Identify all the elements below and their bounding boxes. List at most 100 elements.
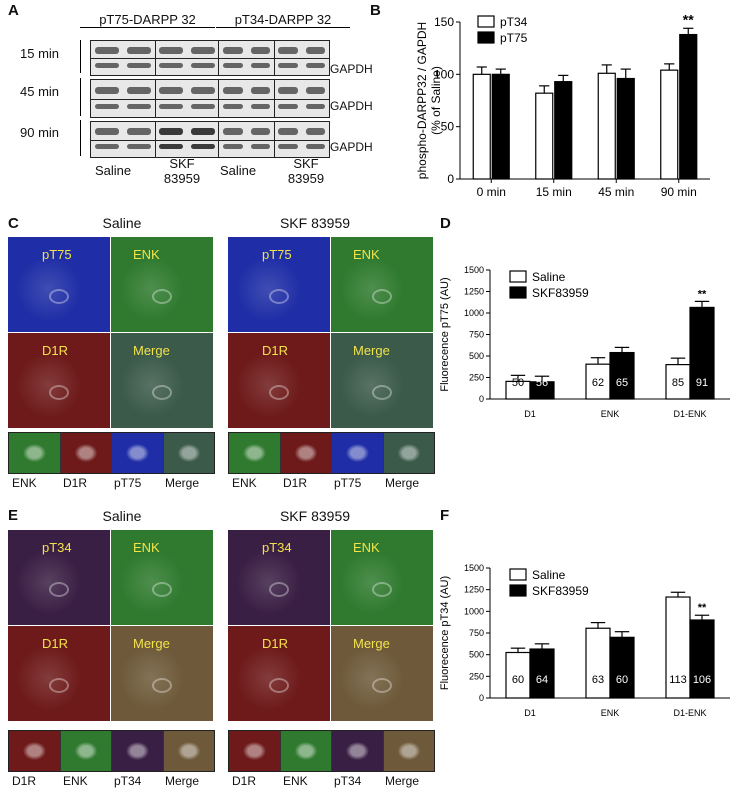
y-tick-label: 50 bbox=[441, 120, 455, 134]
neuron-cell bbox=[151, 582, 172, 598]
inset-cell bbox=[332, 731, 384, 771]
inset-cell bbox=[280, 433, 332, 473]
neuron-cell bbox=[151, 678, 172, 694]
bar-pt34-45-min bbox=[597, 72, 616, 180]
neuron-cell bbox=[371, 289, 392, 305]
n-label: 56 bbox=[536, 377, 548, 389]
inset-label: Merge bbox=[385, 774, 420, 788]
neuron-cell bbox=[48, 582, 69, 598]
inset-label: D1R bbox=[63, 476, 88, 490]
micrograph-d1r-saline: D1R bbox=[8, 626, 110, 721]
inset-cell bbox=[383, 433, 434, 473]
blot-divider bbox=[155, 122, 156, 157]
blot-band bbox=[305, 128, 325, 136]
x-tick-label: D1 bbox=[524, 409, 536, 419]
micrograph-d1r-skf: D1R bbox=[228, 333, 330, 428]
micrograph-label: pT75 bbox=[42, 247, 72, 262]
panel-c-letter: C bbox=[8, 215, 19, 232]
micrograph-merge-saline: Merge bbox=[111, 333, 213, 428]
y-tick-label: 100 bbox=[434, 67, 454, 81]
time-label-15: 15 min bbox=[20, 46, 60, 61]
blot-band bbox=[127, 103, 151, 109]
n-label: 85 bbox=[672, 377, 684, 389]
micrograph-d1r-saline: D1R bbox=[8, 333, 110, 428]
micrograph-pt34-skf: pT34 bbox=[228, 530, 330, 625]
blot-band bbox=[278, 62, 298, 68]
x-tick-label: 45 min bbox=[598, 185, 634, 199]
inset-label: ENK bbox=[232, 476, 257, 490]
time-label-45: 45 min bbox=[20, 84, 60, 99]
y-tick-label: 500 bbox=[469, 650, 484, 660]
n-label: 91 bbox=[696, 377, 708, 389]
blot-band bbox=[191, 128, 215, 136]
neuron-cell bbox=[268, 582, 289, 598]
neuron-cell bbox=[268, 289, 289, 305]
bar-pt75-0-min bbox=[491, 73, 510, 180]
inset-label: Merge bbox=[165, 476, 200, 490]
micrograph-label: Merge bbox=[353, 343, 390, 358]
n-label: 60 bbox=[616, 674, 628, 686]
neuron-cell bbox=[48, 289, 69, 305]
inset-label: ENK bbox=[63, 774, 88, 788]
blot-pt75-15 bbox=[90, 40, 220, 76]
blot-band bbox=[127, 47, 151, 55]
micrograph-enk-skf: ENK bbox=[331, 530, 433, 625]
micrograph-enk-saline: ENK bbox=[111, 237, 213, 332]
y-tick-label: 1000 bbox=[464, 606, 484, 616]
blot-band bbox=[127, 86, 151, 94]
neuron-cell bbox=[48, 385, 69, 401]
micrograph-pt75-saline: pT75 bbox=[8, 237, 110, 332]
blot-b-saline-label: Saline bbox=[220, 163, 257, 178]
chart-b: 0 50 100 150 phospho-DARPP32 / GAPDH (% of Sa… bbox=[415, 11, 710, 199]
panel-f-letter: F bbox=[440, 507, 450, 524]
significance-marker: ** bbox=[698, 602, 707, 614]
y-tick-label: 250 bbox=[469, 373, 484, 383]
inset-label: pT34 bbox=[114, 774, 142, 788]
blot-band bbox=[159, 103, 183, 109]
legend-swatch-pt34 bbox=[477, 15, 495, 28]
blot-row-divider bbox=[91, 99, 219, 100]
y-tick-label: 1250 bbox=[464, 287, 484, 297]
bar-saline-d1-enk bbox=[665, 596, 691, 699]
y-tick-label: 1500 bbox=[464, 563, 484, 573]
blot-band bbox=[127, 128, 151, 136]
panel-e-skf-title: SKF 83959 bbox=[279, 508, 351, 524]
neuron-cell bbox=[48, 678, 69, 694]
bar-skf83959-enk bbox=[609, 351, 635, 400]
bar-pt34-90-min bbox=[660, 69, 679, 180]
micrograph-label: Merge bbox=[353, 636, 390, 651]
blot-band bbox=[223, 144, 243, 150]
blot-band bbox=[250, 62, 270, 68]
blot-band bbox=[127, 62, 151, 68]
y-tick-label: 1250 bbox=[464, 585, 484, 595]
blot-band bbox=[305, 103, 325, 109]
inset-cell bbox=[9, 731, 61, 771]
legend-swatch-saline bbox=[509, 270, 527, 283]
micrograph-enk-saline: ENK bbox=[111, 530, 213, 625]
micrograph-label: ENK bbox=[133, 540, 160, 555]
inset-cell bbox=[60, 731, 112, 771]
inset-strip-skf bbox=[228, 432, 435, 474]
x-tick-label: ENK bbox=[601, 409, 620, 419]
n-label: 106 bbox=[693, 674, 711, 686]
neuron-cell bbox=[151, 385, 172, 401]
blot-band bbox=[223, 103, 243, 109]
neuron-cell bbox=[371, 385, 392, 401]
blot-pt34-15 bbox=[218, 40, 330, 76]
blot-a-skf-label: SKF 83959 bbox=[163, 156, 201, 186]
y-tick-label: 0 bbox=[447, 172, 454, 186]
blot-band bbox=[159, 128, 183, 136]
blot-band bbox=[278, 47, 298, 55]
bar-pt75-45-min bbox=[616, 77, 635, 180]
inset-cell bbox=[163, 433, 214, 473]
n-label: 63 bbox=[592, 674, 604, 686]
micrograph-label: Merge bbox=[133, 636, 170, 651]
bar-saline-enk bbox=[585, 363, 611, 400]
micrograph-label: D1R bbox=[42, 343, 69, 358]
micrograph-label: ENK bbox=[133, 247, 160, 262]
bar-pt75-15-min bbox=[554, 81, 573, 180]
blot-band bbox=[278, 86, 298, 94]
inset-cell bbox=[163, 731, 214, 771]
legend-label-saline: Saline bbox=[532, 270, 566, 284]
micrograph-label: pT75 bbox=[262, 247, 292, 262]
